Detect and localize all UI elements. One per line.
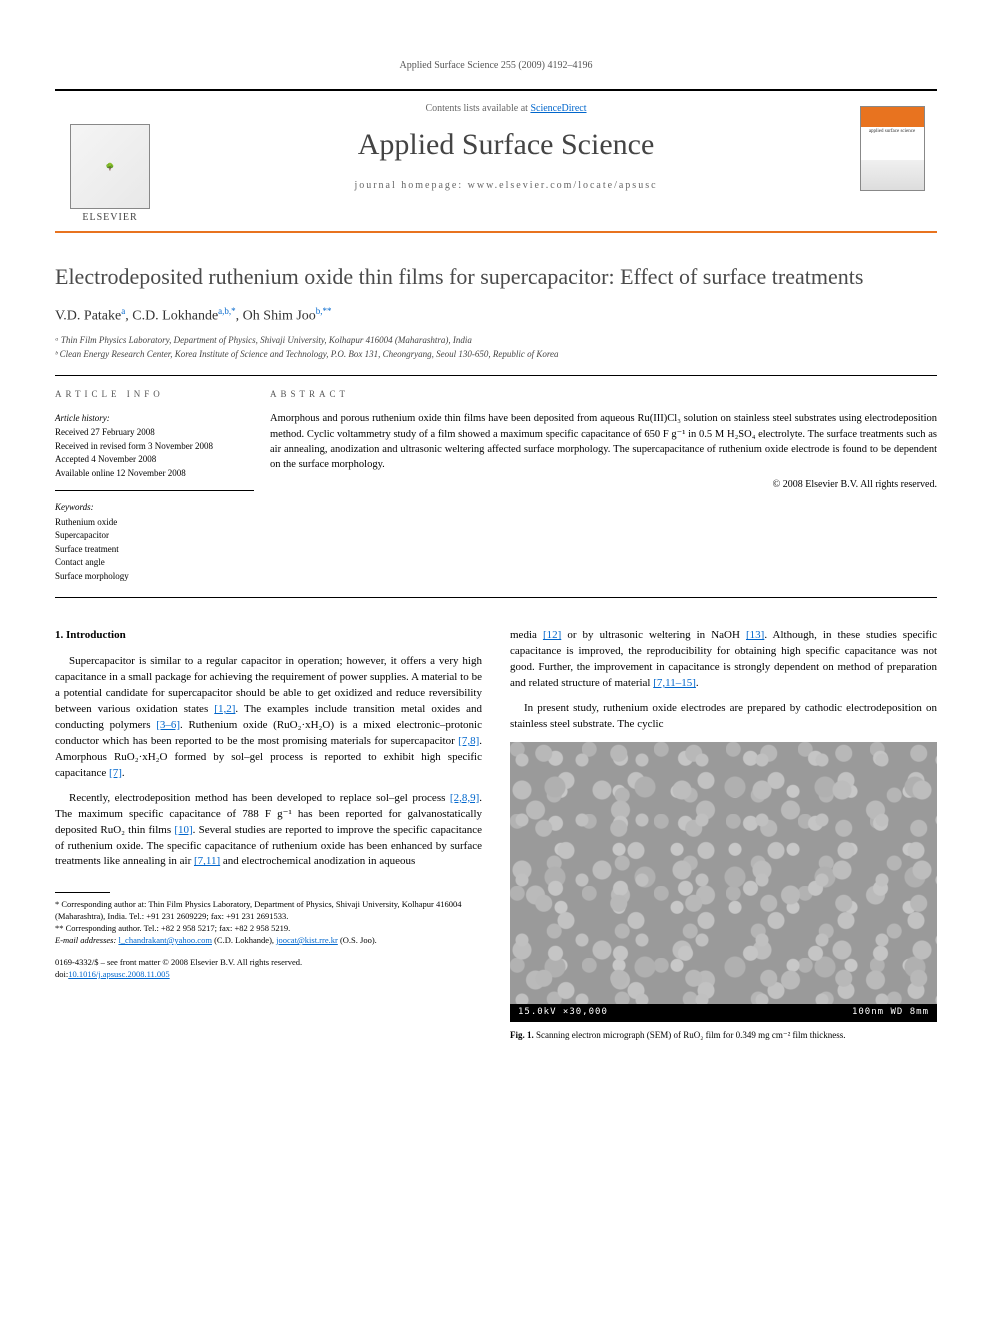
history-label: Article history: <box>55 412 254 426</box>
section-1-title: Introduction <box>66 629 126 641</box>
footnote-corr-1: * Corresponding author at: Thin Film Phy… <box>55 899 482 923</box>
footnote-separator <box>55 892 110 893</box>
affil-link-b[interactable]: b, <box>316 306 323 316</box>
journal-cover-cell: applied surface science <box>847 91 937 231</box>
publisher-logo-cell: 🌳 ELSEVIER <box>55 91 165 231</box>
elsevier-tree-icon: 🌳 <box>70 124 150 209</box>
running-header: Applied Surface Science 255 (2009) 4192–… <box>55 60 937 71</box>
history-online: Available online 12 November 2008 <box>55 467 254 481</box>
email-2-who: (O.S. Joo). <box>340 935 377 945</box>
ref-10[interactable]: [10] <box>174 824 192 836</box>
affil-link-ab[interactable]: a,b, <box>218 306 231 316</box>
ref-2-8-9[interactable]: [2,8,9] <box>450 792 479 804</box>
history-received: Received 27 February 2008 <box>55 426 254 440</box>
ref-7[interactable]: [7] <box>109 767 122 779</box>
affiliations: ᵃ Thin Film Physics Laboratory, Departme… <box>55 334 937 361</box>
author-list: V.D. Patakea, C.D. Lokhandea,b,*, Oh Shi… <box>55 306 937 325</box>
paragraph-3: media [12] or by ultrasonic weltering in… <box>510 628 937 692</box>
emails-label: E-mail addresses: <box>55 935 116 945</box>
homepage-url: www.elsevier.com/locate/apsusc <box>468 180 658 191</box>
front-matter-line: 0169-4332/$ – see front matter © 2008 El… <box>55 957 482 969</box>
ref-3-6[interactable]: [3–6] <box>156 719 180 731</box>
keyword-5: Surface morphology <box>55 570 254 584</box>
doi-label: doi: <box>55 969 68 979</box>
ref-13[interactable]: [13] <box>746 629 764 641</box>
keyword-4: Contact angle <box>55 556 254 570</box>
sem-bar-left: 15.0kV ×30,000 <box>518 1006 608 1019</box>
publication-info: 0169-4332/$ – see front matter © 2008 El… <box>55 957 482 981</box>
abstract-text: Amorphous and porous ruthenium oxide thi… <box>270 411 937 472</box>
author-1: V.D. Patake <box>55 308 121 323</box>
abstract-copyright: © 2008 Elsevier B.V. All rights reserved… <box>270 478 937 493</box>
journal-masthead: 🌳 ELSEVIER Contents lists available at S… <box>55 89 937 233</box>
affil-link-a[interactable]: a <box>121 306 125 316</box>
ref-7-11-15[interactable]: [7,11–15] <box>653 677 696 689</box>
figure-1: 15.0kV ×30,000 100nm WD 8mm Fig. 1. Scan… <box>510 742 937 1042</box>
corr-link-1[interactable]: * <box>231 306 236 316</box>
paragraph-1: Supercapacitor is similar to a regular c… <box>55 654 482 782</box>
article-title: Electrodeposited ruthenium oxide thin fi… <box>55 263 937 292</box>
ref-7-11[interactable]: [7,11] <box>194 855 220 867</box>
keyword-1: Ruthenium oxide <box>55 516 254 530</box>
body-columns: 1. Introduction Supercapacitor is simila… <box>55 628 937 1041</box>
keyword-3: Surface treatment <box>55 543 254 557</box>
article-info-panel: ARTICLE INFO Article history: Received 2… <box>55 376 270 597</box>
section-1-heading: 1. Introduction <box>55 628 482 644</box>
footnote-corr-2: ** Corresponding author. Tel.: +82 2 958… <box>55 923 482 935</box>
email-1-who: (C.D. Lokhande), <box>214 935 274 945</box>
corr-link-2[interactable]: ** <box>323 306 332 316</box>
figure-1-caption: Fig. 1. Scanning electron micrograph (SE… <box>510 1029 937 1042</box>
author-3: Oh Shim Joo <box>243 308 316 323</box>
journal-cover-thumbnail: applied surface science <box>860 106 925 191</box>
email-link-2[interactable]: joocat@kist.rre.kr <box>276 935 338 945</box>
abstract-heading: ABSTRACT <box>270 388 937 401</box>
affiliation-a: ᵃ Thin Film Physics Laboratory, Departme… <box>55 334 937 348</box>
right-column: media [12] or by ultrasonic weltering in… <box>510 628 937 1041</box>
sem-bar-right: 100nm WD 8mm <box>852 1006 929 1019</box>
paragraph-2: Recently, electrodeposition method has b… <box>55 791 482 871</box>
ref-7-8[interactable]: [7,8] <box>458 735 479 747</box>
article-info-heading: ARTICLE INFO <box>55 388 254 402</box>
section-1-number: 1. <box>55 629 63 641</box>
left-column: 1. Introduction Supercapacitor is simila… <box>55 628 482 1041</box>
publisher-label: ELSEVIER <box>82 212 137 223</box>
sciencedirect-link[interactable]: ScienceDirect <box>530 103 586 114</box>
abstract-panel: ABSTRACT Amorphous and porous ruthenium … <box>270 376 937 597</box>
figure-1-caption-text: Scanning electron micrograph (SEM) of Ru… <box>536 1030 846 1040</box>
contents-available-line: Contents lists available at ScienceDirec… <box>175 103 837 114</box>
author-2: C.D. Lokhande <box>132 308 218 323</box>
ref-1-2[interactable]: [1,2] <box>214 703 235 715</box>
doi-link[interactable]: 10.1016/j.apsusc.2008.11.005 <box>68 969 169 979</box>
journal-name: Applied Surface Science <box>175 128 837 162</box>
contents-prefix: Contents lists available at <box>425 103 530 114</box>
keywords-label: Keywords: <box>55 501 254 515</box>
ref-12[interactable]: [12] <box>543 629 561 641</box>
figure-1-label: Fig. 1. <box>510 1030 534 1040</box>
homepage-prefix: journal homepage: <box>354 180 467 191</box>
footnotes: * Corresponding author at: Thin Film Phy… <box>55 899 482 947</box>
journal-homepage-line: journal homepage: www.elsevier.com/locat… <box>175 180 837 191</box>
affiliation-b: ᵇ Clean Energy Research Center, Korea In… <box>55 348 937 362</box>
paragraph-4: In present study, ruthenium oxide electr… <box>510 701 937 733</box>
email-link-1[interactable]: l_chandrakant@yahoo.com <box>118 935 212 945</box>
footnote-emails: E-mail addresses: l_chandrakant@yahoo.co… <box>55 935 482 947</box>
sem-info-bar: 15.0kV ×30,000 100nm WD 8mm <box>510 1004 937 1022</box>
history-revised: Received in revised form 3 November 2008 <box>55 440 254 454</box>
sem-micrograph-image: 15.0kV ×30,000 100nm WD 8mm <box>510 742 937 1022</box>
history-accepted: Accepted 4 November 2008 <box>55 453 254 467</box>
keyword-2: Supercapacitor <box>55 529 254 543</box>
